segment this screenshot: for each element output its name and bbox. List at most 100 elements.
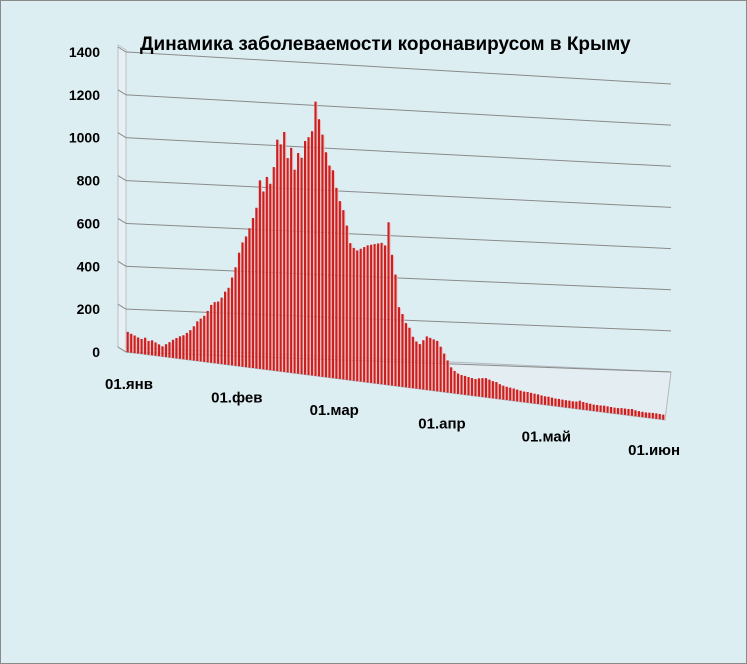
- gridline-side: [117, 218, 127, 224]
- gridline: [125, 180, 672, 208]
- bar-highlight: [403, 315, 405, 387]
- bar: [171, 339, 175, 358]
- bar: [338, 201, 341, 379]
- bar-highlight: [480, 379, 482, 397]
- bar-highlight: [660, 414, 662, 420]
- bar-highlight: [497, 383, 499, 399]
- bar-highlight: [320, 120, 322, 377]
- bar: [616, 408, 620, 415]
- bar: [234, 267, 237, 366]
- bar: [481, 378, 484, 397]
- bar: [206, 310, 209, 363]
- bar: [651, 412, 654, 419]
- bar-highlight: [160, 345, 162, 357]
- bar-highlight: [386, 246, 388, 385]
- bar: [488, 379, 491, 398]
- bar-highlight: [664, 415, 666, 420]
- bar-highlight: [198, 322, 200, 361]
- bar: [592, 404, 595, 412]
- bar-highlight: [556, 399, 558, 407]
- bar: [272, 167, 275, 371]
- bar: [161, 346, 164, 357]
- bar-highlight: [407, 324, 409, 388]
- bar: [224, 291, 227, 365]
- bar: [175, 338, 178, 359]
- bar-highlight: [274, 168, 276, 371]
- bar-highlight: [646, 413, 648, 418]
- bar-highlight: [622, 409, 624, 415]
- bar: [352, 247, 355, 381]
- x-tick-label: 01.фев: [211, 390, 262, 407]
- bar: [230, 277, 234, 366]
- bar: [189, 330, 192, 361]
- bar-highlight: [389, 223, 391, 386]
- bar-highlight: [358, 251, 360, 382]
- bar-highlight: [187, 333, 189, 360]
- bar-highlight: [236, 268, 238, 366]
- bar: [516, 389, 519, 402]
- bar: [533, 393, 536, 404]
- gridline-side: [117, 260, 127, 267]
- bar: [401, 314, 404, 387]
- bar-highlight: [636, 411, 638, 417]
- bar: [589, 403, 592, 411]
- bar: [554, 398, 557, 407]
- bar-highlight: [243, 243, 245, 367]
- bar-highlight: [132, 334, 134, 353]
- bar: [523, 391, 526, 403]
- bar-highlight: [427, 337, 429, 390]
- bar-highlight: [587, 403, 589, 411]
- bar-highlight: [250, 229, 252, 368]
- bar: [387, 222, 390, 386]
- bar-highlight: [459, 374, 461, 394]
- bar-highlight: [633, 409, 635, 416]
- bar: [519, 390, 522, 402]
- bar-highlight: [281, 145, 283, 372]
- bar: [293, 169, 296, 374]
- bar-highlight: [580, 401, 582, 410]
- bar-highlight: [462, 376, 464, 395]
- bar-highlight: [184, 336, 186, 360]
- bar-highlight: [598, 406, 600, 412]
- bar-highlight: [340, 202, 342, 379]
- bar: [241, 242, 244, 367]
- bar-highlight: [643, 412, 645, 418]
- bar-highlight: [431, 338, 433, 391]
- bar: [331, 170, 335, 379]
- bar-highlight: [365, 248, 367, 383]
- bar: [130, 333, 133, 353]
- gridline-side: [117, 175, 127, 181]
- bar-highlight: [229, 288, 231, 365]
- chart-title: Динамика заболеваемости коронавирусом в …: [140, 34, 631, 55]
- bar-highlight: [455, 371, 457, 394]
- bar-highlight: [650, 413, 652, 419]
- bar-highlight: [212, 305, 214, 363]
- bar-highlight: [577, 402, 579, 409]
- bar: [603, 405, 606, 413]
- bar: [467, 377, 470, 396]
- bar: [140, 338, 143, 354]
- bar-highlight: [215, 303, 217, 364]
- bar: [470, 378, 474, 396]
- bar: [463, 375, 467, 395]
- bar: [227, 287, 230, 365]
- bar: [380, 242, 383, 385]
- bar: [258, 180, 261, 369]
- bar-highlight: [594, 405, 596, 412]
- bar-highlight: [504, 386, 506, 400]
- gridline: [125, 265, 672, 291]
- y-tick-label: 200: [77, 301, 101, 317]
- bar: [144, 337, 147, 355]
- bar: [585, 402, 588, 411]
- bar-highlight: [566, 401, 568, 408]
- bar-highlight: [549, 397, 551, 406]
- bar: [477, 378, 481, 397]
- bar: [425, 336, 428, 390]
- bar: [540, 395, 543, 405]
- bar: [627, 408, 630, 416]
- bar-highlight: [128, 332, 130, 353]
- bar-highlight: [219, 302, 221, 364]
- bar: [199, 318, 202, 362]
- bar-highlight: [309, 138, 311, 376]
- bar-highlight: [490, 380, 492, 398]
